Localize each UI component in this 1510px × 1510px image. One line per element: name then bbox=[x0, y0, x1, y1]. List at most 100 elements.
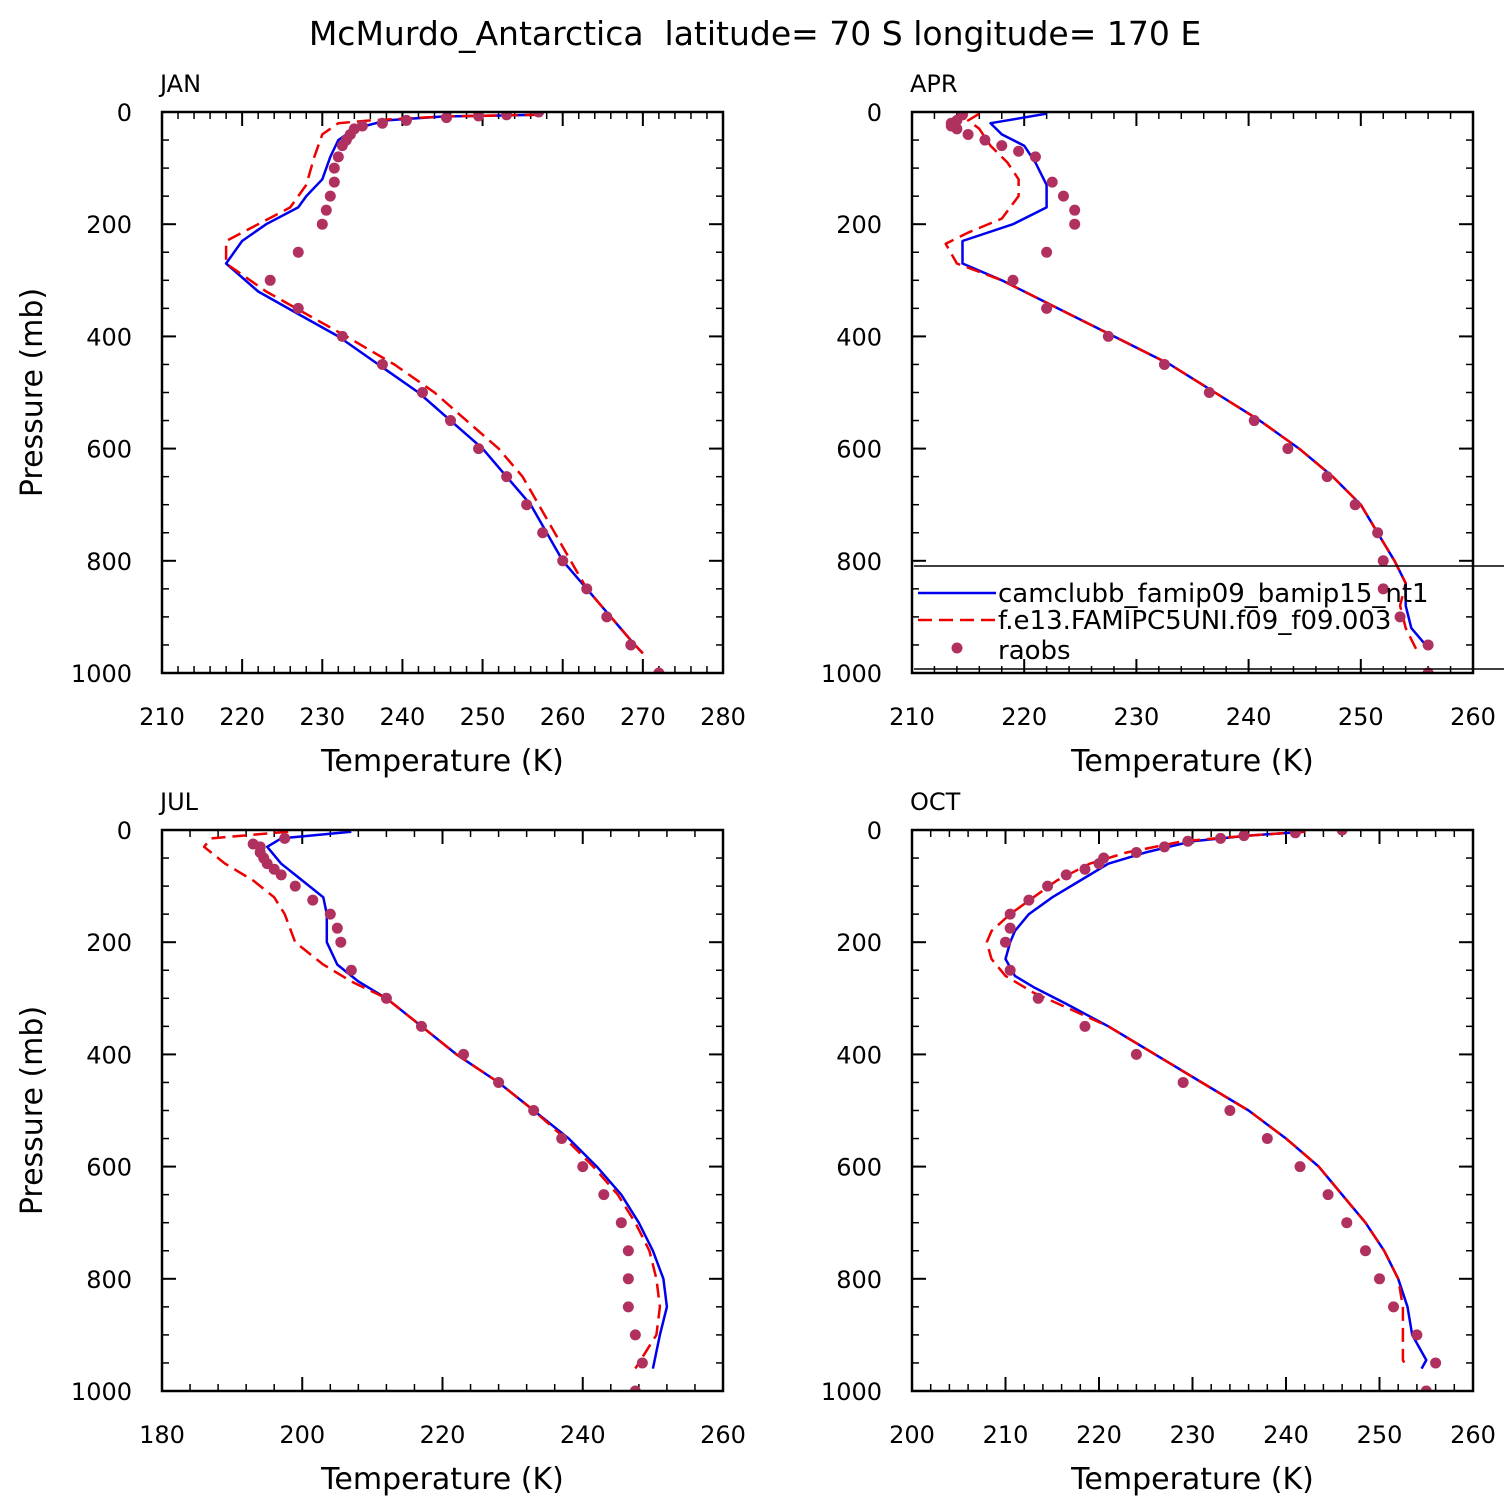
y-tick-label: 400 bbox=[836, 1041, 882, 1069]
legend: camclubb_famip09_bamip15_nt1f.e13.FAMIPC… bbox=[914, 565, 1504, 670]
raobs-point bbox=[537, 527, 549, 539]
raobs-point bbox=[1023, 894, 1035, 906]
raobs-point bbox=[629, 1329, 641, 1341]
raobs-point bbox=[962, 128, 974, 140]
raobs-point bbox=[581, 583, 593, 595]
raobs-point bbox=[501, 112, 513, 121]
y-tick-label: 800 bbox=[836, 1266, 882, 1294]
series-group bbox=[985, 830, 1442, 1391]
x-tick-label: 200 bbox=[889, 1421, 935, 1449]
series-group bbox=[944, 112, 1434, 673]
raobs-point bbox=[1046, 176, 1058, 188]
raobs-point bbox=[332, 151, 344, 163]
plot-frame bbox=[160, 110, 725, 675]
raobs-point bbox=[1282, 443, 1294, 455]
panel-jan: JAN 210 220 230 240 250 260 270 280 0 200 400 600 800… bbox=[15, 70, 746, 779]
raobs-point bbox=[1349, 499, 1361, 511]
raobs-point bbox=[1013, 145, 1025, 157]
plot-frame bbox=[910, 110, 1475, 675]
raobs-point bbox=[1000, 936, 1011, 948]
x-tick-label: 230 bbox=[1113, 703, 1159, 731]
raobs-point bbox=[629, 1385, 641, 1391]
raobs-point bbox=[376, 358, 388, 370]
series-line-camclubb bbox=[1004, 830, 1428, 1370]
raobs-point bbox=[556, 1133, 568, 1145]
plot-frame bbox=[910, 828, 1475, 1393]
raobs-point bbox=[951, 123, 963, 135]
y-tick-label: 1000 bbox=[821, 660, 882, 688]
raobs-point bbox=[1394, 611, 1406, 623]
x-tick-label: 230 bbox=[1170, 1421, 1216, 1449]
raobs-point bbox=[1079, 863, 1091, 875]
x-axis-title: Temperature (K) bbox=[320, 744, 564, 779]
raobs-point bbox=[653, 667, 665, 673]
y-tick-label: 600 bbox=[86, 1154, 132, 1182]
y-tick-label: 0 bbox=[117, 99, 132, 127]
raobs-point bbox=[380, 992, 392, 1004]
x-tick-label: 270 bbox=[620, 703, 666, 731]
series-line-fe13 bbox=[224, 113, 644, 655]
x-tick-label: 250 bbox=[460, 703, 506, 731]
raobs-point bbox=[1377, 555, 1389, 567]
x-tick-label: 260 bbox=[540, 703, 586, 731]
x-tick-label: 260 bbox=[1450, 1421, 1496, 1449]
raobs-point bbox=[501, 471, 513, 483]
y-tick-label: 200 bbox=[836, 929, 882, 957]
raobs-point bbox=[521, 499, 533, 511]
y-axis-title: Pressure (mb) bbox=[15, 288, 50, 497]
raobs-point bbox=[1069, 204, 1081, 216]
raobs-point bbox=[1032, 992, 1044, 1004]
raobs-point bbox=[1042, 880, 1054, 892]
x-tick-label: 240 bbox=[380, 703, 426, 731]
raobs-point bbox=[615, 1217, 627, 1229]
raobs-point bbox=[533, 112, 545, 118]
panels: JAN 210 220 230 240 250 260 270 280 0 200 400 600 800… bbox=[15, 70, 1504, 1497]
series-group bbox=[202, 830, 669, 1391]
y-tick-label: 600 bbox=[836, 436, 882, 464]
raobs-point bbox=[622, 1273, 634, 1285]
y-tick-label: 800 bbox=[836, 548, 882, 576]
raobs-point bbox=[473, 443, 485, 455]
raobs-point bbox=[1248, 415, 1260, 427]
legend-label: camclubb_famip09_bamip15_nt1 bbox=[998, 579, 1429, 609]
x-tick-label: 200 bbox=[279, 1421, 325, 1449]
y-tick-label: 200 bbox=[86, 929, 132, 957]
x-tick-label: 220 bbox=[219, 703, 265, 731]
raobs-point bbox=[1004, 908, 1016, 920]
raobs-point bbox=[1158, 841, 1170, 853]
x-tick-label: 240 bbox=[560, 1421, 606, 1449]
raobs-point bbox=[1359, 1245, 1371, 1257]
raobs-point bbox=[1430, 1357, 1442, 1369]
raobs-point bbox=[557, 555, 569, 567]
raobs-point bbox=[458, 1048, 470, 1060]
x-tick-label: 260 bbox=[700, 1421, 746, 1449]
raobs-point bbox=[324, 190, 336, 202]
series-line-fe13 bbox=[985, 830, 1409, 1370]
x-tick-label: 210 bbox=[983, 1421, 1029, 1449]
raobs-point bbox=[1041, 302, 1053, 314]
y-tick-label: 600 bbox=[836, 1154, 882, 1182]
raobs-point bbox=[292, 302, 304, 314]
raobs-point bbox=[441, 112, 453, 124]
y-tick-label: 600 bbox=[86, 436, 132, 464]
y-tick-label: 200 bbox=[86, 211, 132, 239]
raobs-point bbox=[1422, 639, 1434, 651]
x-tick-label: 220 bbox=[1001, 703, 1047, 731]
y-tick-label: 800 bbox=[86, 1266, 132, 1294]
y-tick-label: 400 bbox=[836, 323, 882, 351]
raobs-point bbox=[1130, 846, 1142, 858]
raobs-point bbox=[331, 922, 343, 934]
raobs-point bbox=[625, 639, 637, 651]
y-tick-label: 1000 bbox=[821, 1378, 882, 1406]
raobs-point bbox=[336, 330, 348, 342]
raobs-point bbox=[528, 1105, 540, 1116]
raobs-point bbox=[292, 246, 304, 258]
x-axis-title: Temperature (K) bbox=[1070, 744, 1314, 779]
legend-label: f.e13.FAMIPC5UNI.f09_f09.003 bbox=[998, 606, 1391, 636]
series-line-fe13 bbox=[202, 830, 662, 1370]
raobs-point bbox=[601, 611, 613, 623]
raobs-point bbox=[598, 1189, 610, 1201]
panel-label-oct: OCT bbox=[910, 788, 961, 816]
raobs-point bbox=[493, 1076, 505, 1088]
legend-marker-raobs bbox=[951, 642, 963, 654]
